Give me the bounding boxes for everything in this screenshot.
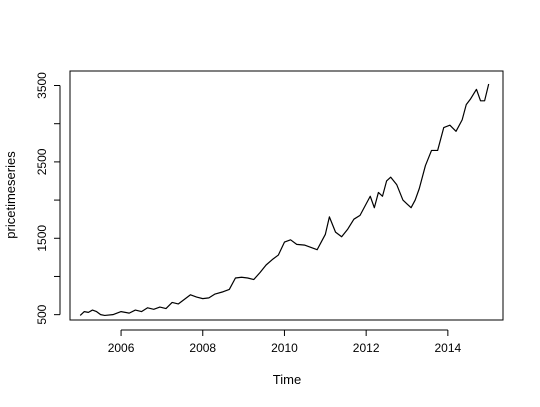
y-tick-label: 3500 bbox=[35, 72, 49, 99]
x-axis-title: Time bbox=[273, 372, 301, 387]
x-axis: 2006 2008 2010 2012 2014 bbox=[108, 329, 462, 355]
x-tick-label: 2008 bbox=[189, 341, 216, 355]
x-tick-label: 2012 bbox=[353, 341, 380, 355]
plot-frame bbox=[69, 70, 504, 321]
y-tick-label: 500 bbox=[35, 304, 49, 324]
y-axis-title: pricetimeseries bbox=[3, 151, 18, 239]
series-layer bbox=[79, 83, 490, 317]
series-line bbox=[79, 83, 490, 317]
y-tick-label: 2500 bbox=[35, 148, 49, 175]
x-tick-label: 2006 bbox=[108, 341, 135, 355]
x-tick-label: 2014 bbox=[435, 341, 462, 355]
x-tick-label: 2010 bbox=[271, 341, 298, 355]
y-tick-label: 1500 bbox=[35, 225, 49, 252]
y-axis: 500 1500 2500 3500 bbox=[35, 72, 61, 325]
